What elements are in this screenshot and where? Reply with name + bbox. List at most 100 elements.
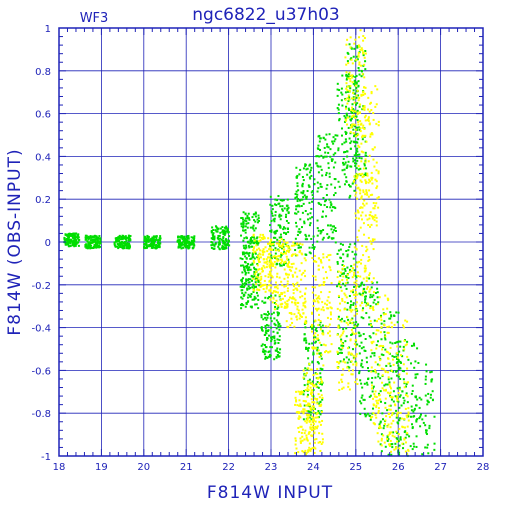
scatter-point: [258, 252, 261, 255]
scatter-point: [275, 303, 278, 306]
scatter-point: [359, 226, 362, 229]
scatter-point: [348, 85, 351, 88]
scatter-point: [274, 252, 277, 255]
scatter-point: [268, 334, 271, 337]
scatter-point: [183, 236, 186, 239]
scatter-point: [359, 379, 362, 382]
scatter-point: [350, 110, 353, 113]
scatter-point: [405, 383, 408, 386]
scatter-point: [390, 369, 393, 372]
scatter-point: [344, 161, 347, 164]
scatter-point: [360, 262, 363, 265]
scatter-point: [313, 178, 316, 181]
scatter-point: [241, 229, 244, 232]
scatter-point: [296, 254, 299, 257]
scatter-point: [278, 322, 281, 325]
scatter-point: [345, 105, 348, 108]
scatter-point: [398, 360, 401, 363]
scatter-point: [261, 343, 264, 346]
scatter-point: [314, 412, 317, 415]
scatter-point: [363, 76, 366, 79]
scatter-point: [367, 370, 370, 373]
scatter-point: [326, 224, 329, 227]
scatter-point: [367, 256, 370, 259]
scatter-point: [328, 172, 331, 175]
scatter-point: [308, 380, 311, 383]
scatter-point: [361, 244, 364, 247]
scatter-point: [254, 211, 257, 214]
scatter-point: [360, 218, 363, 221]
scatter-point: [253, 229, 256, 232]
scatter-point: [289, 324, 292, 327]
scatter-point: [353, 92, 356, 95]
scatter-point: [157, 244, 160, 247]
scatter-point: [336, 260, 339, 263]
scatter-point: [305, 168, 308, 171]
scatter-point: [272, 296, 275, 299]
scatter-point: [265, 318, 268, 321]
scatter-point: [389, 439, 392, 442]
scatter-point: [321, 332, 324, 335]
scatter-point: [387, 331, 390, 334]
scatter-point: [352, 114, 355, 117]
scatter-point: [306, 410, 309, 413]
scatter-point: [298, 393, 301, 396]
scatter-point: [267, 297, 270, 300]
scatter-point: [355, 339, 358, 342]
scatter-point: [117, 239, 120, 242]
scatter-point: [249, 278, 252, 281]
scatter-point: [349, 131, 352, 134]
scatter-point: [287, 273, 290, 276]
scatter-point: [380, 437, 383, 440]
scatter-point: [347, 160, 350, 163]
scatter-point: [177, 235, 180, 238]
scatter-point: [330, 159, 333, 162]
scatter-point: [251, 254, 254, 257]
scatter-point: [338, 89, 341, 92]
scatter-point: [365, 312, 368, 315]
scatter-point: [260, 344, 263, 347]
scatter-point: [313, 260, 316, 263]
scatter-point: [345, 356, 348, 359]
scatter-point: [387, 412, 390, 415]
scatter-point: [350, 318, 353, 321]
scatter-point: [265, 258, 268, 261]
scatter-point: [425, 433, 428, 436]
scatter-point: [268, 289, 271, 292]
scatter-point: [395, 355, 398, 358]
scatter-point: [356, 271, 359, 274]
scatter-point: [321, 396, 324, 399]
scatter-point: [349, 243, 352, 246]
scatter-point: [310, 389, 313, 392]
scatter-point: [257, 254, 260, 257]
scatter-point: [365, 191, 368, 194]
scatter-point: [372, 294, 375, 297]
scatter-point: [354, 325, 357, 328]
scatter-point: [256, 218, 259, 221]
scatter-point: [314, 328, 317, 331]
scatter-point: [403, 417, 406, 420]
scatter-point: [318, 382, 321, 385]
scatter-point: [294, 237, 297, 240]
scatter-point: [347, 277, 350, 280]
scatter-point: [319, 354, 322, 357]
scatter-point: [384, 419, 387, 422]
scatter-point: [319, 284, 322, 287]
scatter-point: [93, 240, 96, 243]
scatter-point: [179, 245, 182, 248]
scatter-point: [355, 96, 358, 99]
scatter-point: [253, 247, 256, 250]
scatter-point: [365, 245, 368, 248]
scatter-point: [407, 407, 410, 410]
scatter-point: [419, 425, 422, 428]
scatter-point: [283, 207, 286, 210]
tick-labels: 18 19 20 21 22 23 24 25 26 27 28-1-0.8-0.6-0.4-0.2…: [31, 24, 489, 473]
scatter-point: [363, 413, 366, 416]
scatter-point: [327, 151, 330, 154]
scatter-point: [390, 398, 393, 401]
scatter-point: [290, 297, 293, 300]
scatter-point: [390, 326, 393, 329]
scatter-point: [210, 237, 213, 240]
scatter-point: [317, 318, 320, 321]
